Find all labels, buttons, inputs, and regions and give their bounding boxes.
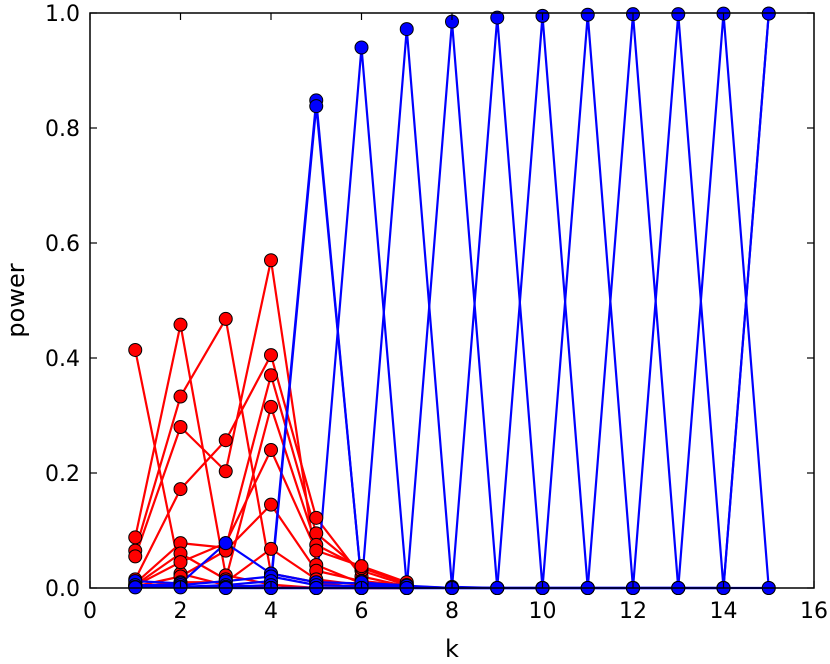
- x-tick-label-2: 4: [264, 599, 278, 624]
- data-point-blue-15-4: [399, 22, 414, 37]
- data-point-red-3-2: [218, 464, 233, 479]
- y-tick-label-2: 0.4: [45, 347, 80, 372]
- data-point-red-7-5: [354, 559, 369, 574]
- data-point-red-7-1: [173, 555, 188, 570]
- data-point-red-4-4: [309, 510, 324, 525]
- data-point-red-9-3: [264, 541, 278, 556]
- x-tick-label-6: 12: [619, 599, 647, 624]
- data-point-red-8-3: [264, 497, 278, 512]
- data-point-red-2-2: [218, 311, 233, 326]
- y-tick-label-4: 0.8: [45, 117, 80, 142]
- x-tick-label-3: 6: [355, 599, 369, 624]
- x-axis-label: k: [445, 635, 459, 663]
- series-line-blue-23: [587, 13, 770, 590]
- data-point-red-7-4: [309, 543, 324, 558]
- data-point-red-3-0: [128, 549, 143, 564]
- x-tick-label-4: 8: [445, 599, 459, 624]
- data-point-red-5-3: [264, 368, 278, 383]
- data-point-red-3-3: [264, 253, 278, 268]
- x-tick-label-5: 10: [529, 599, 557, 624]
- ticks-layer: [89, 12, 815, 589]
- data-point-red-4-2: [218, 433, 233, 448]
- y-tick-label-1: 0.2: [45, 462, 80, 487]
- y-tick-label-5: 1.0: [45, 2, 80, 27]
- x-tick-label-8: 16: [800, 599, 828, 624]
- data-point-blue-13-4: [309, 99, 324, 114]
- data-point-red-3-1: [173, 420, 188, 434]
- data-point-red-7-3: [264, 443, 278, 457]
- series-line-blue-13: [135, 105, 453, 590]
- marker-layer: [128, 6, 776, 595]
- series-line-blue-21: [497, 13, 769, 590]
- data-point-blue-17-4: [490, 10, 505, 25]
- data-point-blue-19-4: [580, 7, 595, 22]
- data-point-blue-21-4: [671, 7, 686, 22]
- y-tick-label-0: 0.0: [45, 577, 80, 602]
- data-point-red-4-3: [264, 348, 278, 363]
- data-point-red-0-0: [128, 342, 143, 357]
- y-axis-label: power: [2, 263, 30, 337]
- x-tick-label-1: 2: [174, 599, 188, 624]
- data-point-red-2-1: [173, 389, 188, 404]
- data-point-red-4-1: [173, 482, 188, 497]
- series-line-blue-18: [361, 14, 633, 590]
- data-point-blue-10-2: [218, 536, 233, 551]
- series-layer: [134, 12, 770, 590]
- series-line-blue-19: [406, 13, 679, 590]
- data-point-red-6-3: [264, 399, 278, 414]
- data-point-blue-14-3: [354, 40, 369, 55]
- tick-labels-layer: 0 2 4 6 8 10 12 14 16 0.0 0.2 0.4 0.6 0.8 1.0: [45, 2, 828, 624]
- x-tick-label-7: 14: [710, 599, 738, 624]
- data-point-red-1-1: [173, 317, 188, 332]
- series-line-blue-20: [452, 13, 724, 590]
- plot-frame: [89, 12, 815, 589]
- x-tick-label-0: 0: [83, 599, 97, 624]
- data-point-red-1-0: [128, 530, 143, 545]
- y-tick-label-3: 0.6: [45, 232, 80, 257]
